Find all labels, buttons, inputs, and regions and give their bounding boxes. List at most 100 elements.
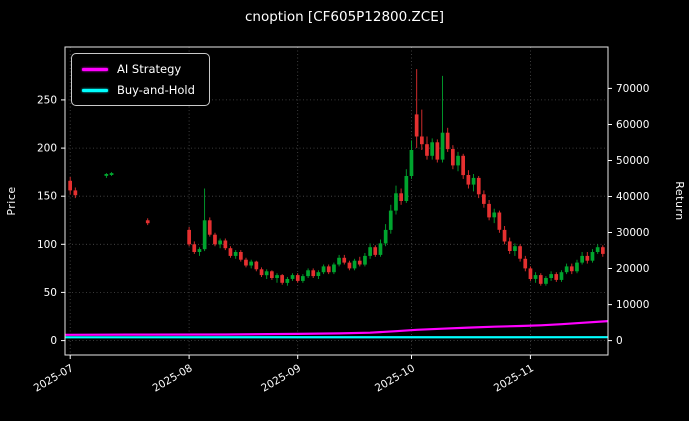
candle-body	[68, 180, 72, 191]
candle-body	[239, 252, 243, 260]
x-tick-label: 2025-09	[259, 362, 303, 394]
candle-body	[538, 275, 543, 284]
candle-body	[575, 262, 579, 272]
candle-body	[332, 264, 336, 273]
candle-body	[352, 260, 357, 269]
y-tick-label-left: 150	[37, 191, 57, 203]
y-tick-label-right: 10000	[616, 299, 649, 311]
candle-body	[270, 271, 274, 278]
x-tick-label: 2025-10	[373, 362, 417, 394]
candle-body	[471, 177, 476, 185]
candle-body	[347, 262, 352, 269]
candle-body	[518, 246, 522, 259]
legend-label-buy-and-hold: Buy-and-Hold	[117, 83, 195, 97]
x-tick-label: 2025-11	[492, 362, 536, 394]
candle-body	[409, 150, 414, 176]
candle-body	[564, 266, 569, 273]
candle-body	[357, 260, 362, 265]
candle-body	[404, 176, 409, 201]
candle-body	[207, 220, 212, 235]
y-tick-label-right: 50000	[616, 155, 649, 167]
candle-body	[145, 220, 150, 224]
x-tick-label: 2025-08	[151, 362, 195, 394]
candle-body	[249, 261, 253, 266]
candle-body	[295, 275, 300, 281]
candle-body	[254, 261, 259, 270]
candle-body	[373, 247, 378, 255]
candle-body	[290, 275, 295, 279]
candle-body	[549, 274, 553, 278]
candle-body	[342, 257, 347, 263]
candle-body	[466, 175, 471, 185]
candle-body	[456, 155, 460, 166]
candle-body	[197, 249, 202, 252]
chart-title: cnoption [CF605P12800.ZCE]	[244, 9, 445, 25]
legend: AI Strategy Buy-and-Hold	[71, 53, 210, 106]
candle-body	[326, 266, 331, 273]
candle-body	[544, 278, 548, 284]
candle-body	[368, 247, 372, 256]
y-tick-label-left: 100	[37, 239, 57, 251]
y-tick-label-right: 40000	[616, 191, 649, 203]
candle-body	[513, 246, 517, 251]
candle-body	[497, 212, 502, 230]
candle-body	[394, 193, 398, 211]
candle-body	[233, 252, 238, 256]
candle-body	[264, 271, 269, 276]
candle-body	[492, 212, 497, 218]
candle-body	[192, 244, 197, 252]
candle-body	[601, 247, 605, 254]
ai-strategy-line-swatch	[82, 67, 108, 71]
candle-body	[580, 255, 584, 263]
series-line-ai-strategy	[64, 320, 609, 336]
candle-body	[104, 174, 109, 176]
candle-body	[528, 268, 533, 279]
y-axis-label-return: Return	[673, 181, 686, 221]
candle-body	[461, 155, 465, 176]
candle-body	[280, 275, 284, 283]
legend-item-buy-and-hold: Buy-and-Hold	[82, 83, 195, 97]
y-axis-label-price: Price	[5, 186, 18, 216]
candle-body	[595, 247, 600, 252]
candle-body	[218, 240, 222, 245]
y-tick-label-left: 50	[44, 287, 57, 299]
y-tick-label-right: 20000	[616, 263, 649, 275]
tick-labels: 0 50 100 150 200 250 0 10000 20000 30000 40000 5000…	[32, 83, 650, 395]
candle-body	[187, 229, 191, 245]
candle-body	[554, 274, 559, 280]
y-tick-label-right: 70000	[616, 83, 649, 95]
candle-body	[487, 203, 491, 218]
candle-body	[275, 275, 279, 278]
candle-body	[440, 132, 445, 160]
candle-body	[285, 279, 290, 283]
x-tick-label: 2025-07	[32, 362, 76, 394]
candle-body	[425, 144, 429, 156]
candle-body	[430, 142, 434, 156]
candle-body	[223, 240, 228, 249]
candle-body	[306, 270, 310, 277]
candle-body	[399, 193, 403, 201]
candle-body	[420, 136, 424, 145]
candle-body	[311, 270, 316, 277]
y-tick-label-left: 200	[37, 143, 57, 155]
candle-body	[388, 210, 393, 230]
candle-body	[585, 255, 590, 261]
candle-body	[383, 229, 388, 244]
candle-body	[569, 266, 574, 272]
candle-body	[363, 255, 367, 265]
candle-body	[202, 220, 207, 250]
candle-body	[213, 234, 217, 245]
gridlines	[65, 47, 608, 355]
candle-body	[590, 252, 595, 261]
candle-body	[482, 194, 486, 204]
candle-body	[337, 257, 341, 265]
candle-body	[228, 248, 233, 256]
candle-body	[533, 275, 538, 279]
legend-label-ai-strategy: AI Strategy	[117, 62, 182, 76]
y-tick-label-left: 0	[50, 335, 57, 347]
candle-body	[259, 269, 264, 276]
candle-body	[414, 114, 419, 137]
y-tick-label-right: 30000	[616, 227, 649, 239]
